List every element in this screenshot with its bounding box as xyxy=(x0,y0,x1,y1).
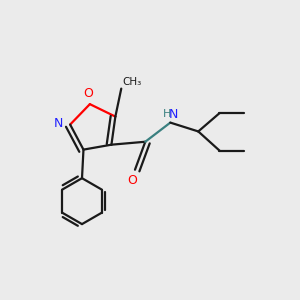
Text: O: O xyxy=(127,174,137,187)
Text: CH₃: CH₃ xyxy=(123,77,142,87)
Text: O: O xyxy=(83,87,93,100)
Text: N: N xyxy=(169,108,178,121)
Text: N: N xyxy=(53,118,63,130)
Text: H: H xyxy=(163,109,172,119)
